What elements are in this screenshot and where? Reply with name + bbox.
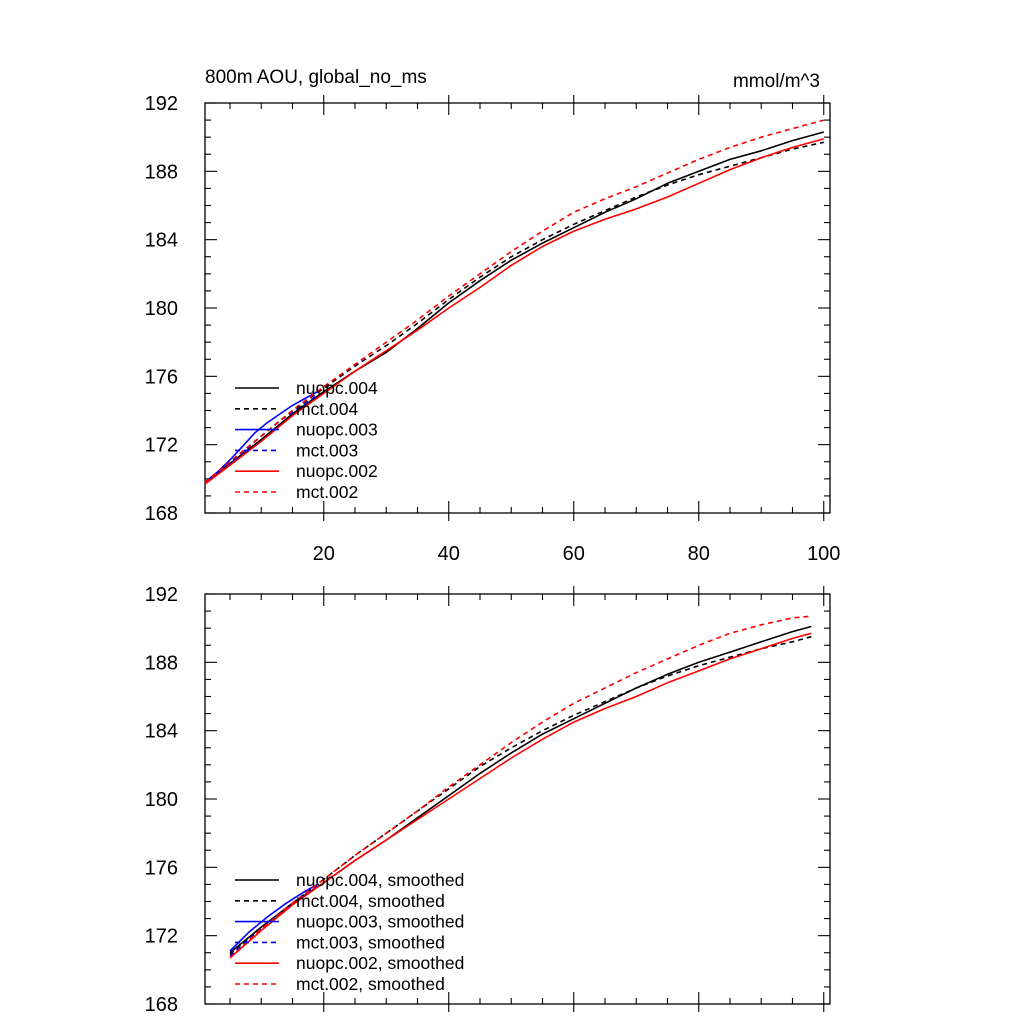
series-line [204, 141, 824, 483]
y-tick-label: 180 [145, 789, 178, 811]
bottom-chart-panel: 168 172 176 180 184 188 192 nuopc.004, smoothe… [145, 584, 831, 1016]
y-tick-label: 188 [145, 161, 178, 183]
legend-label: mct.004 [296, 399, 359, 419]
legend-label: mct.003, smoothed [296, 932, 445, 952]
series-line [204, 119, 825, 483]
legend-label: nuopc.004 [296, 378, 378, 398]
y-tick-label: 168 [145, 994, 178, 1016]
y-axis: 168 172 176 180 184 188 192 [145, 93, 830, 525]
chart-units-label: mmol/m^3 [733, 71, 820, 92]
legend: nuopc.004mct.004nuopc.003mct.003nuopc.00… [235, 378, 378, 502]
legend-label: nuopc.004, smoothed [296, 870, 464, 890]
legend-label: nuopc.003, smoothed [296, 912, 464, 932]
y-tick-label: 172 [145, 926, 178, 948]
chart-title: 800m AOU, global_no_ms [205, 67, 427, 88]
series-line [204, 131, 825, 483]
y-tick-label: 176 [145, 857, 178, 879]
legend-label: mct.002, smoothed [296, 974, 445, 994]
y-tick-label: 176 [145, 366, 178, 388]
x-tick-label: 60 [563, 543, 585, 565]
y-tick-label: 192 [145, 93, 178, 115]
legend-label: nuopc.002 [296, 461, 378, 481]
legend-label: nuopc.003 [296, 420, 378, 440]
top-chart-panel: 800m AOU, global_no_ms mmol/m^3 168 172 17… [145, 67, 841, 565]
x-tick-label: 100 [807, 543, 840, 565]
series-line [229, 615, 812, 959]
x-tick-label: 20 [313, 543, 335, 565]
x-tick-label: 40 [438, 543, 460, 565]
series-line [229, 883, 318, 952]
legend-label: mct.002 [296, 482, 358, 502]
y-tick-label: 180 [145, 298, 178, 320]
legend-label: mct.004, smoothed [296, 891, 445, 911]
y-tick-label: 192 [145, 584, 178, 606]
y-tick-label: 172 [145, 435, 178, 457]
legend-label: mct.003 [296, 440, 358, 460]
series-line [229, 632, 812, 959]
y-tick-label: 184 [145, 230, 178, 252]
y-axis: 168 172 176 180 184 188 192 [145, 584, 830, 1016]
y-tick-label: 184 [145, 721, 178, 743]
series-line [204, 390, 318, 483]
legend-label: nuopc.002, smoothed [296, 953, 464, 973]
x-axis: 20 40 60 80 100 [229, 95, 840, 565]
y-tick-label: 168 [145, 503, 178, 525]
x-axis [229, 586, 825, 1012]
x-tick-label: 80 [688, 543, 710, 565]
y-tick-label: 188 [145, 652, 178, 674]
series-lines [229, 615, 812, 959]
series-line [204, 138, 825, 485]
series-lines [204, 119, 825, 485]
